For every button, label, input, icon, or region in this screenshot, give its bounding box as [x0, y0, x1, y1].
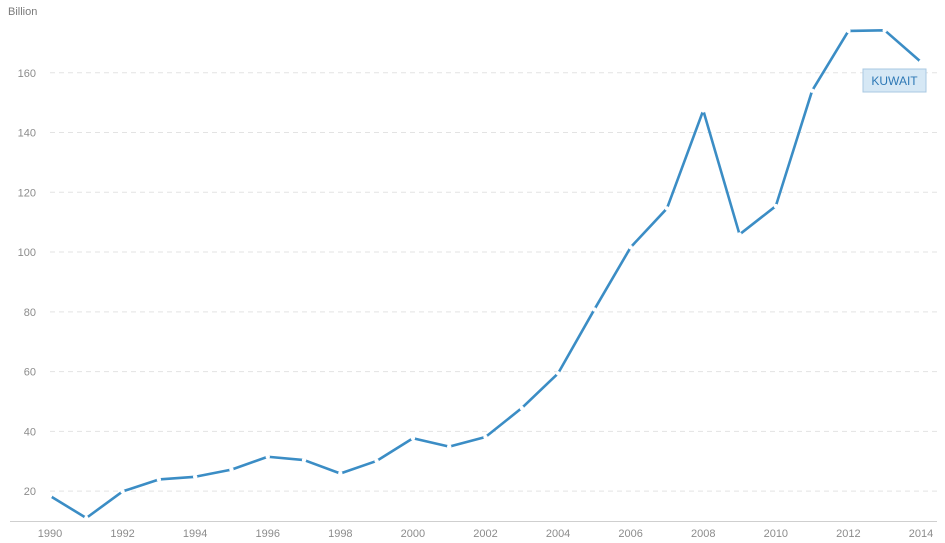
- data-point: [120, 489, 125, 494]
- data-point: [47, 493, 53, 499]
- series-label-text: KUWAIT: [871, 74, 918, 88]
- data-point: [846, 28, 851, 34]
- data-point: [374, 458, 379, 464]
- y-tick-label: 20: [24, 486, 36, 498]
- data-point: [918, 59, 924, 65]
- data-point: [265, 454, 270, 459]
- series-layer: [48, 29, 923, 520]
- y-tick-label: 40: [24, 426, 36, 438]
- y-tick-label: 60: [24, 367, 36, 379]
- data-point: [156, 477, 162, 482]
- data-point: [555, 371, 561, 376]
- x-tick-label: 2002: [473, 528, 497, 540]
- data-point: [628, 245, 633, 250]
- x-tick-label: 2006: [618, 528, 642, 540]
- gridlines: [50, 72, 937, 492]
- data-point: [447, 444, 452, 449]
- x-tick-label: 1996: [256, 528, 280, 540]
- x-tick-label: 2004: [546, 528, 570, 540]
- x-tick-label: 1990: [38, 528, 62, 540]
- data-point: [592, 307, 597, 312]
- data-point: [483, 434, 488, 440]
- data-point: [192, 474, 198, 479]
- data-point: [410, 436, 416, 441]
- data-points: [47, 28, 924, 521]
- data-point: [664, 206, 670, 211]
- y-axis-unit-label: Billion: [8, 6, 37, 18]
- data-point: [701, 108, 706, 113]
- data-point: [809, 88, 815, 93]
- y-tick-label: 120: [18, 187, 36, 199]
- data-point: [737, 232, 742, 237]
- x-tick-label: 2014: [909, 528, 933, 540]
- series-label-box: [862, 68, 927, 93]
- series-label: KUWAIT: [862, 68, 927, 93]
- data-point: [882, 28, 887, 33]
- x-tick-label: 1994: [183, 528, 207, 540]
- data-point: [338, 471, 343, 476]
- data-point: [229, 467, 234, 472]
- x-tick-label: 2008: [691, 528, 715, 540]
- series-line: [48, 29, 923, 520]
- series-labels: KUWAIT: [862, 68, 927, 93]
- y-tick-label: 140: [18, 128, 36, 140]
- data-point: [519, 405, 524, 411]
- x-tick-label: 1992: [110, 528, 134, 540]
- x-tick-label: 2010: [764, 528, 788, 540]
- y-tick-label: 80: [24, 307, 36, 319]
- x-tick-label: 1998: [328, 528, 352, 540]
- x-axis-tick-labels: 1990 1992 1994 1996 1998 2000 2002 2004 2006 2008…: [38, 528, 933, 540]
- y-tick-label: 160: [18, 68, 36, 80]
- x-tick-label: 2000: [401, 528, 425, 540]
- data-point: [301, 457, 307, 463]
- y-tick-label: 100: [18, 247, 36, 259]
- y-axis-tick-labels: 20 40 60 80 100 120 140 160: [18, 68, 36, 498]
- data-point: [84, 515, 89, 521]
- data-point: [773, 203, 779, 209]
- x-tick-label: 2012: [836, 528, 860, 540]
